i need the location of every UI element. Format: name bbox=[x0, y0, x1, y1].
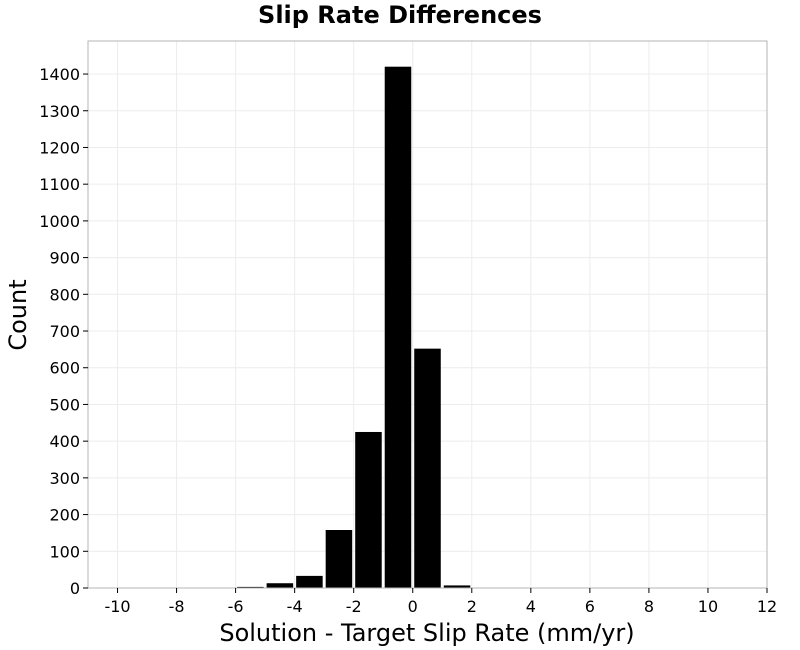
plot-frame bbox=[87, 40, 768, 589]
y-tick-label: 200 bbox=[49, 506, 80, 525]
x-axis-label: Solution - Target Slip Rate (mm/yr) bbox=[219, 619, 634, 647]
x-tick-label: -6 bbox=[228, 597, 244, 616]
x-tick-label: 8 bbox=[644, 597, 654, 616]
y-tick-label: 400 bbox=[49, 432, 80, 451]
x-tick-label: -8 bbox=[169, 597, 185, 616]
x-tick-label: 2 bbox=[467, 597, 477, 616]
histogram-bar bbox=[325, 529, 353, 588]
histogram-bar bbox=[296, 575, 323, 588]
y-tick-label: 0 bbox=[70, 579, 80, 598]
histogram-bar bbox=[384, 66, 412, 588]
y-axis-label: Count bbox=[4, 279, 32, 350]
x-tick-label: 12 bbox=[757, 597, 777, 616]
y-tick-label: 1000 bbox=[39, 212, 80, 231]
histogram-bar bbox=[443, 585, 471, 588]
y-tick-label: 1400 bbox=[39, 65, 80, 84]
histogram-bar bbox=[266, 583, 294, 588]
histogram-bar bbox=[237, 586, 264, 588]
y-axis-ticks: 0 100 200 300 400 500 600 700 800 900 1000 1100 1200… bbox=[39, 65, 88, 598]
x-tick-label: 10 bbox=[698, 597, 718, 616]
y-tick-label: 600 bbox=[49, 359, 80, 378]
histogram-bars bbox=[237, 66, 471, 588]
x-axis-ticks: -10 -8 -6 -4 -2 0 2 4 6 8 10 12 bbox=[104, 588, 777, 616]
y-tick-label: 1200 bbox=[39, 138, 80, 157]
histogram-bar bbox=[355, 431, 382, 588]
x-tick-label: -4 bbox=[287, 597, 303, 616]
y-tick-label: 800 bbox=[49, 285, 80, 304]
x-tick-label: 0 bbox=[408, 597, 418, 616]
chart-title: Slip Rate Differences bbox=[258, 1, 542, 29]
y-tick-label: 700 bbox=[49, 322, 80, 341]
y-tick-label: 300 bbox=[49, 469, 80, 488]
y-tick-label: 1100 bbox=[39, 175, 80, 194]
x-tick-label: 6 bbox=[585, 597, 595, 616]
y-tick-label: 500 bbox=[49, 395, 80, 414]
histogram-bar bbox=[414, 348, 441, 588]
y-tick-label: 100 bbox=[49, 542, 80, 561]
x-tick-label: -10 bbox=[104, 597, 130, 616]
y-tick-label: 900 bbox=[49, 249, 80, 268]
x-tick-label: -2 bbox=[346, 597, 362, 616]
y-tick-label: 1300 bbox=[39, 102, 80, 121]
x-tick-label: 4 bbox=[526, 597, 536, 616]
